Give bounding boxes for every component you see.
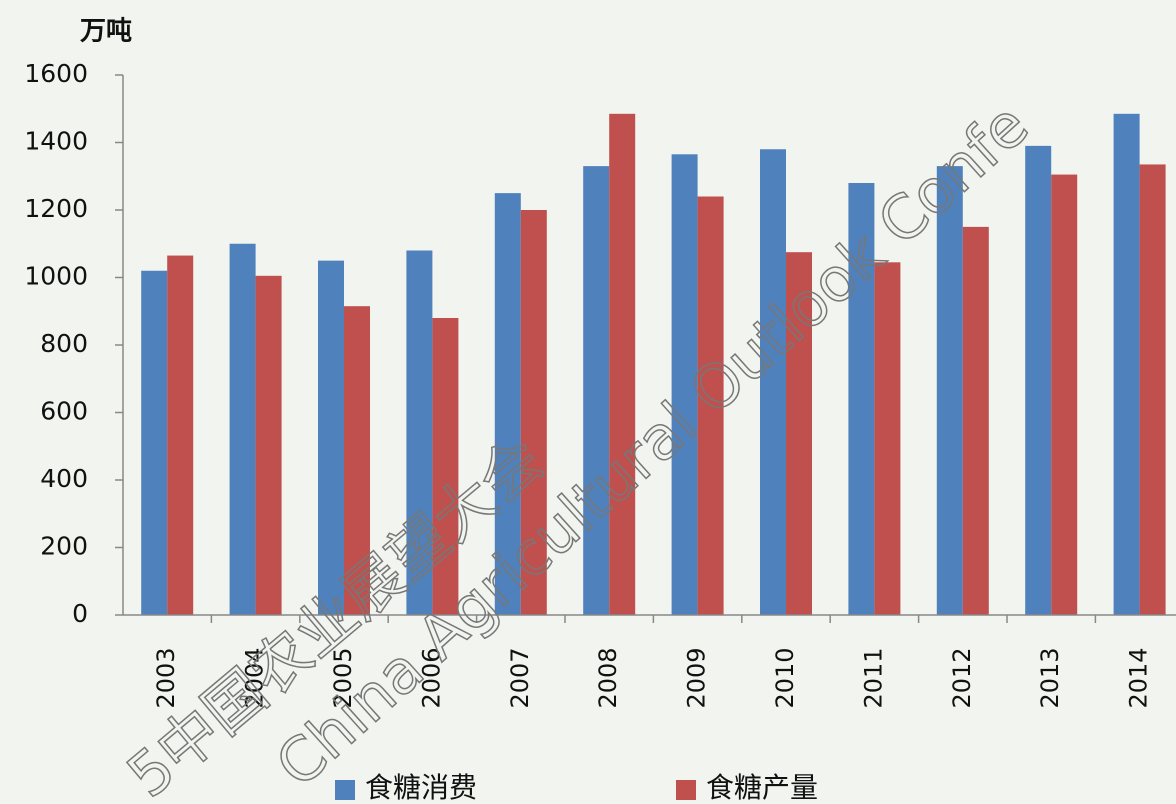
x-tick-label: 2003 — [152, 647, 180, 708]
bar — [255, 275, 282, 615]
x-tick-label: 2010 — [771, 647, 799, 708]
bar — [936, 166, 963, 615]
legend-label: 食糖消费 — [365, 771, 477, 804]
bar — [1025, 145, 1052, 615]
bar — [1113, 113, 1140, 615]
bar — [406, 250, 433, 615]
bar — [229, 243, 256, 615]
bar — [344, 306, 370, 615]
bar — [1051, 174, 1078, 615]
x-tick-label: 2014 — [1125, 647, 1153, 708]
bar — [520, 210, 547, 615]
y-tick-label: 600 — [40, 397, 88, 426]
y-tick-label: 1600 — [24, 59, 88, 88]
y-tick-label: 200 — [40, 532, 88, 561]
y-tick-label: 800 — [40, 329, 88, 358]
bar — [671, 154, 698, 615]
x-tick-label: 2013 — [1036, 647, 1064, 708]
x-tick-label: 2011 — [859, 647, 887, 708]
bar — [1139, 164, 1166, 615]
y-tick-label: 1000 — [24, 262, 88, 291]
y-tick-label: 400 — [40, 464, 88, 493]
bar — [760, 149, 786, 615]
bar — [167, 255, 194, 615]
bar — [874, 262, 901, 615]
y-tick-label: 1400 — [24, 127, 88, 156]
x-tick-label: 2005 — [329, 647, 357, 708]
bar — [583, 166, 610, 615]
x-tick-label: 2007 — [506, 647, 534, 708]
x-tick-label: 2009 — [683, 647, 711, 708]
legend-swatch — [676, 780, 696, 800]
y-axis-label: 万吨 — [80, 17, 132, 47]
x-tick-label: 2006 — [417, 647, 445, 708]
bar — [318, 260, 344, 615]
x-tick-label: 2004 — [241, 647, 269, 708]
bar — [697, 196, 724, 615]
bar — [786, 252, 812, 615]
bar — [141, 270, 168, 615]
y-tick-label: 1200 — [24, 194, 88, 223]
x-tick-label: 2012 — [948, 647, 976, 708]
legend-label: 食糖产量 — [706, 771, 818, 804]
bar — [609, 113, 636, 615]
watermark: China Agricultural Outlook Confe — [263, 90, 1042, 801]
legend-swatch — [335, 780, 355, 800]
bar — [494, 193, 521, 615]
bar — [432, 318, 459, 615]
y-tick-label: 0 — [72, 599, 88, 628]
x-tick-label: 2008 — [594, 647, 622, 708]
bar — [848, 183, 875, 615]
bar — [962, 226, 989, 615]
